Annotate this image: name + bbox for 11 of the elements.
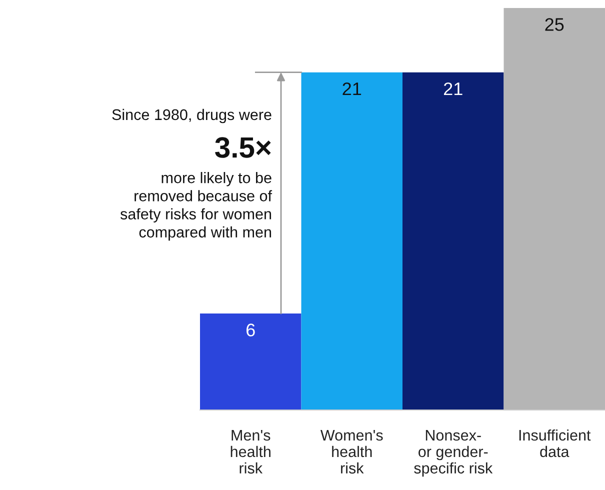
data-label: 21	[444, 82, 462, 96]
data-label: 6	[246, 324, 255, 336]
x-tick-label: Nonsex- or gender- specific risk	[414, 430, 493, 477]
data-label: 25	[545, 18, 564, 31]
x-tick-label: Insufficient data	[519, 429, 591, 458]
x-tick-label: Men's health risk	[230, 430, 270, 474]
data-label: 21	[342, 82, 362, 96]
annotation: more likely to be removed because of safety risks for women compared with men	[120, 172, 272, 241]
annotation: 3.5×	[215, 137, 271, 158]
annotation: Since 1980, drugs were	[112, 108, 272, 124]
x-tick-label: Women's health risk	[320, 430, 383, 474]
